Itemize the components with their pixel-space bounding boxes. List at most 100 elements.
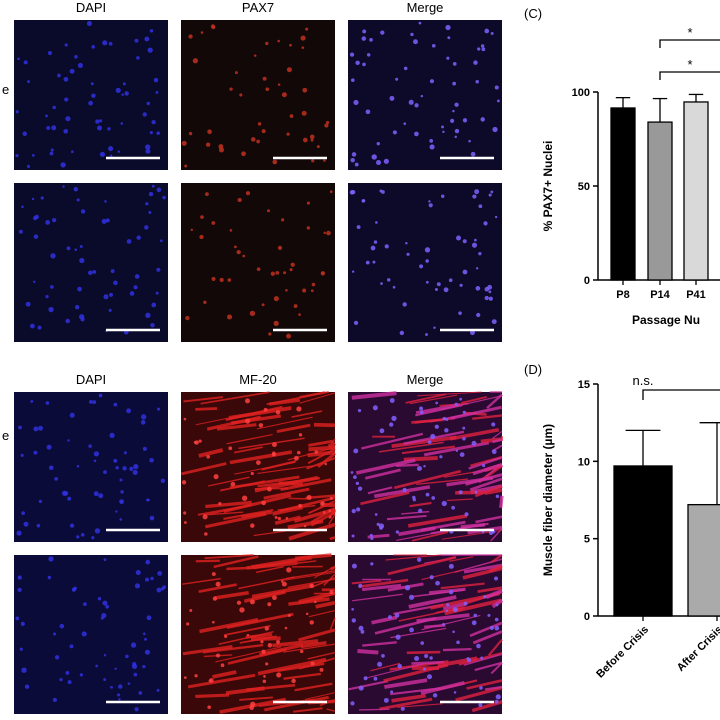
nucleus [200,31,204,34]
nucleus [51,125,57,131]
fiber [474,661,503,672]
fiber [215,646,282,663]
micrograph [14,555,168,714]
nucleus [79,673,83,677]
nucleus [353,448,359,454]
fiber [204,512,267,529]
nucleus [33,450,38,455]
nucleus [495,494,500,499]
nucleus [79,244,83,248]
nucleus [133,463,139,470]
nucleus [390,690,394,694]
nucleus [145,559,151,565]
nucleus [120,122,124,125]
nucleus [324,123,329,128]
nucleus [443,287,449,293]
nucleus [392,285,396,289]
nucleus [249,310,256,317]
fiber [254,475,319,493]
nucleus [444,428,449,433]
nucleus [17,57,20,61]
nucleus [88,100,93,106]
nucleus [149,515,155,521]
nucleus [115,87,121,93]
nucleus [424,653,429,659]
nucleus [157,407,161,411]
nucleus [420,641,425,645]
fiber [259,643,304,657]
fiber [469,621,503,638]
fiber [374,617,436,635]
nucleus [119,518,123,521]
nucleus [310,138,314,142]
nucleus [453,691,457,694]
nucleus [495,694,501,700]
nucleus [305,27,309,31]
fiber [442,647,472,652]
nucleus [155,291,159,295]
fiber [379,697,433,711]
nucleus [45,294,49,299]
nucleus [488,296,493,301]
nucleus [395,530,399,534]
nucleus [194,674,198,678]
nucleus [309,620,314,625]
nucleus [429,79,435,84]
nucleus [462,426,466,430]
fiber [206,415,262,431]
nucleus [275,409,281,415]
nucleus [361,36,367,41]
nucleus [484,295,489,301]
fiber [287,578,336,589]
nucleus [80,532,85,537]
fiber [246,683,296,692]
fiber [307,450,336,458]
nucleus [102,40,108,46]
fiber [295,560,317,565]
nucleus [258,423,264,428]
nucleus [59,623,65,629]
nucleus [54,655,60,660]
nucleus [25,301,31,307]
nucleus [148,210,152,214]
nucleus [302,137,308,143]
row-label: e [2,82,9,97]
fiber [442,601,467,611]
nucleus [419,406,424,411]
fiber [208,476,250,487]
nucleus [446,56,450,60]
nucleus [422,667,426,671]
fiber [288,522,336,541]
y-axis-title: % PAX7+ Nuclei [541,141,555,232]
nucleus [430,433,436,440]
nucleus [471,440,477,446]
fiber [359,708,390,711]
nucleus [92,269,97,274]
nucleus [323,159,326,162]
nucleus [47,51,53,56]
fiber [216,423,257,431]
nucleus [46,444,52,450]
nucleus [46,126,51,131]
fiber [472,414,503,420]
nucleus [447,36,451,40]
fiber [226,433,273,445]
fiber [195,559,220,563]
nucleus [124,91,129,96]
nucleus [408,99,414,105]
nucleus [473,60,478,65]
nucleus [280,580,284,583]
fiber [297,628,336,642]
nucleus [350,190,356,195]
nucleus [472,194,477,199]
nucleus [45,401,50,405]
nucleus [320,271,325,276]
fiber [355,458,416,475]
fiber [329,536,336,541]
nucleus [108,308,112,312]
fiber [183,396,224,403]
nucleus [236,249,241,255]
nucleus [383,697,389,703]
nucleus [329,515,332,519]
fiber [468,456,503,470]
